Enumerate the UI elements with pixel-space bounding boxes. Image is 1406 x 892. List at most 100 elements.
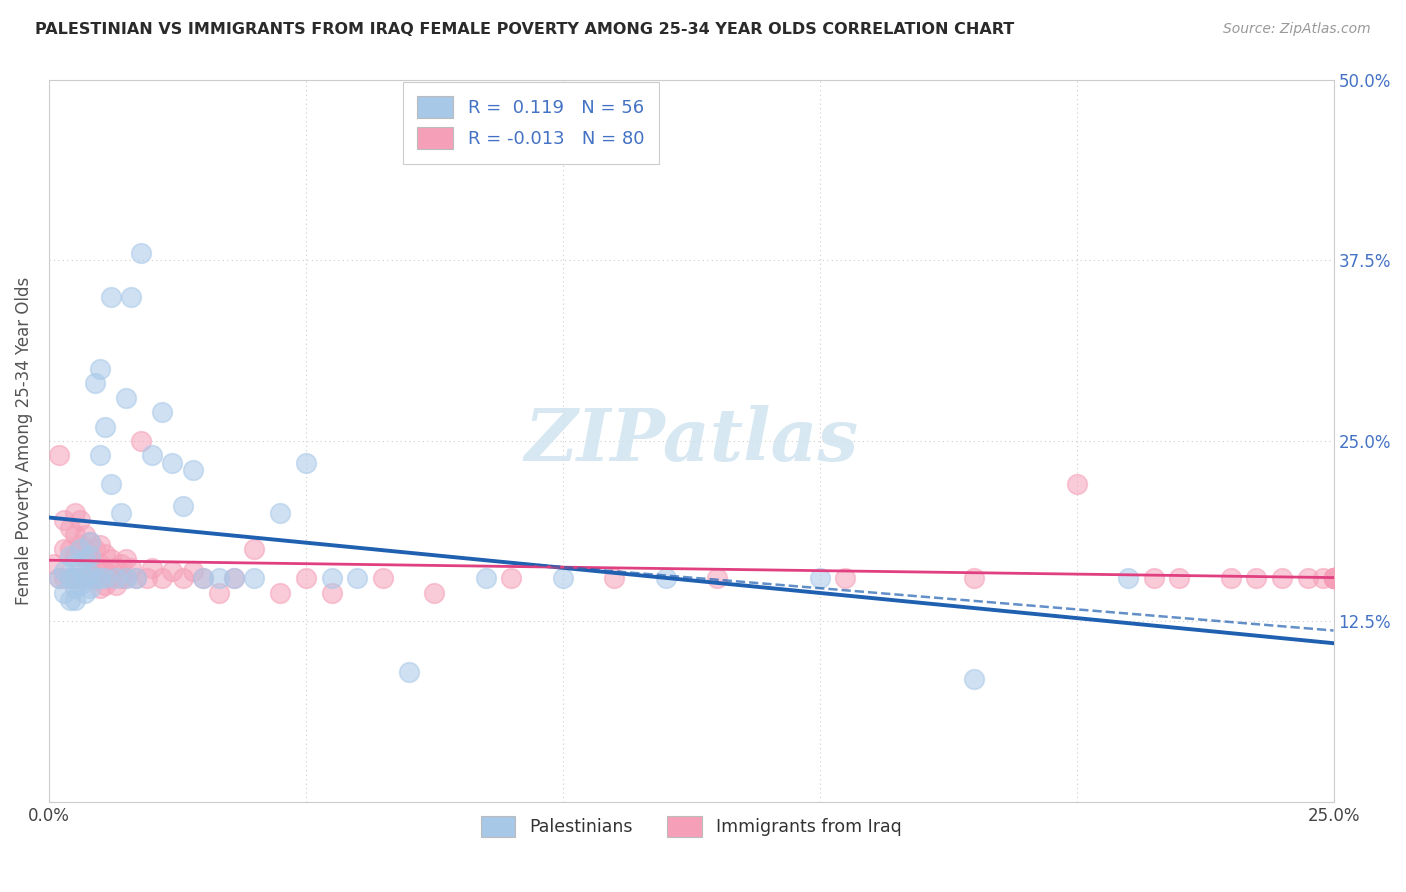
Point (69, 561, 91, 575)
Point (94, 547, 117, 561)
Point (89, 571, 111, 585)
Point (84, 571, 107, 585)
Point (181, 564, 204, 578)
Point (53, 542, 76, 557)
Point (141, 561, 163, 575)
Point (125, 571, 148, 585)
Point (63, 571, 86, 585)
Point (120, 561, 142, 575)
Point (63, 557, 86, 571)
Point (63, 581, 86, 595)
Point (1322, 571, 1344, 585)
Point (94, 571, 117, 585)
Point (63, 571, 86, 585)
Point (79, 535, 101, 549)
Point (100, 289, 122, 303)
Point (371, 571, 394, 585)
Point (58, 520, 80, 534)
Point (89, 538, 111, 552)
Point (84, 561, 107, 575)
Point (89, 557, 111, 571)
Point (551, 571, 574, 585)
Point (115, 391, 138, 405)
Point (84, 376, 107, 391)
Point (104, 578, 127, 592)
Point (1322, 571, 1344, 585)
Point (1066, 477, 1088, 491)
Point (1322, 571, 1344, 585)
Y-axis label: Female Poverty Among 25-34 Year Olds: Female Poverty Among 25-34 Year Olds (15, 277, 32, 605)
Point (58, 571, 80, 585)
Text: ZIPatlas: ZIPatlas (524, 406, 858, 476)
Point (501, 571, 523, 585)
Point (474, 571, 496, 585)
Point (963, 571, 986, 585)
Point (1322, 571, 1344, 585)
Point (808, 571, 831, 585)
Point (295, 456, 318, 470)
Point (42, 557, 65, 571)
Point (110, 506, 132, 520)
Point (172, 499, 194, 513)
Point (58, 542, 80, 557)
Point (135, 571, 157, 585)
Point (53, 571, 76, 585)
Point (834, 571, 856, 585)
Point (94, 578, 117, 592)
Point (191, 571, 214, 585)
Point (1322, 571, 1344, 585)
Point (346, 571, 368, 585)
Point (1116, 571, 1139, 585)
Point (172, 571, 194, 585)
Text: Source: ZipAtlas.com: Source: ZipAtlas.com (1223, 22, 1371, 37)
Point (1296, 571, 1319, 585)
Point (79, 552, 101, 566)
Point (63, 592, 86, 607)
Point (79, 549, 101, 564)
Point (69, 538, 91, 552)
Point (321, 585, 343, 599)
Point (84, 571, 107, 585)
Point (53, 513, 76, 527)
Point (191, 571, 214, 585)
Point (269, 585, 291, 599)
Point (79, 566, 101, 581)
Text: PALESTINIAN VS IMMIGRANTS FROM IRAQ FEMALE POVERTY AMONG 25-34 YEAR OLDS CORRELA: PALESTINIAN VS IMMIGRANTS FROM IRAQ FEMA… (35, 22, 1014, 37)
Point (89, 449, 111, 463)
Point (63, 549, 86, 564)
Point (104, 571, 127, 585)
Point (1246, 571, 1268, 585)
Point (63, 528, 86, 542)
Point (73, 552, 96, 566)
Point (1271, 571, 1294, 585)
Legend: Palestinians, Immigrants from Iraq: Palestinians, Immigrants from Iraq (474, 809, 908, 844)
Point (423, 585, 446, 599)
Point (110, 571, 132, 585)
Point (706, 571, 728, 585)
Point (1143, 571, 1166, 585)
Point (162, 456, 184, 470)
Point (100, 552, 122, 566)
Point (1322, 571, 1344, 585)
Point (120, 289, 142, 303)
Point (1322, 571, 1344, 585)
Point (79, 571, 101, 585)
Point (131, 246, 153, 260)
Point (53, 564, 76, 578)
Point (63, 506, 86, 520)
Point (150, 571, 173, 585)
Point (58, 571, 80, 585)
Point (654, 571, 676, 585)
Point (125, 571, 148, 585)
Point (110, 557, 132, 571)
Point (79, 535, 101, 549)
Point (1168, 571, 1191, 585)
Point (141, 449, 163, 463)
Point (69, 571, 91, 585)
Point (963, 672, 986, 686)
Point (100, 571, 122, 585)
Point (100, 477, 122, 491)
Point (150, 405, 173, 419)
Point (115, 552, 138, 566)
Point (1322, 571, 1344, 585)
